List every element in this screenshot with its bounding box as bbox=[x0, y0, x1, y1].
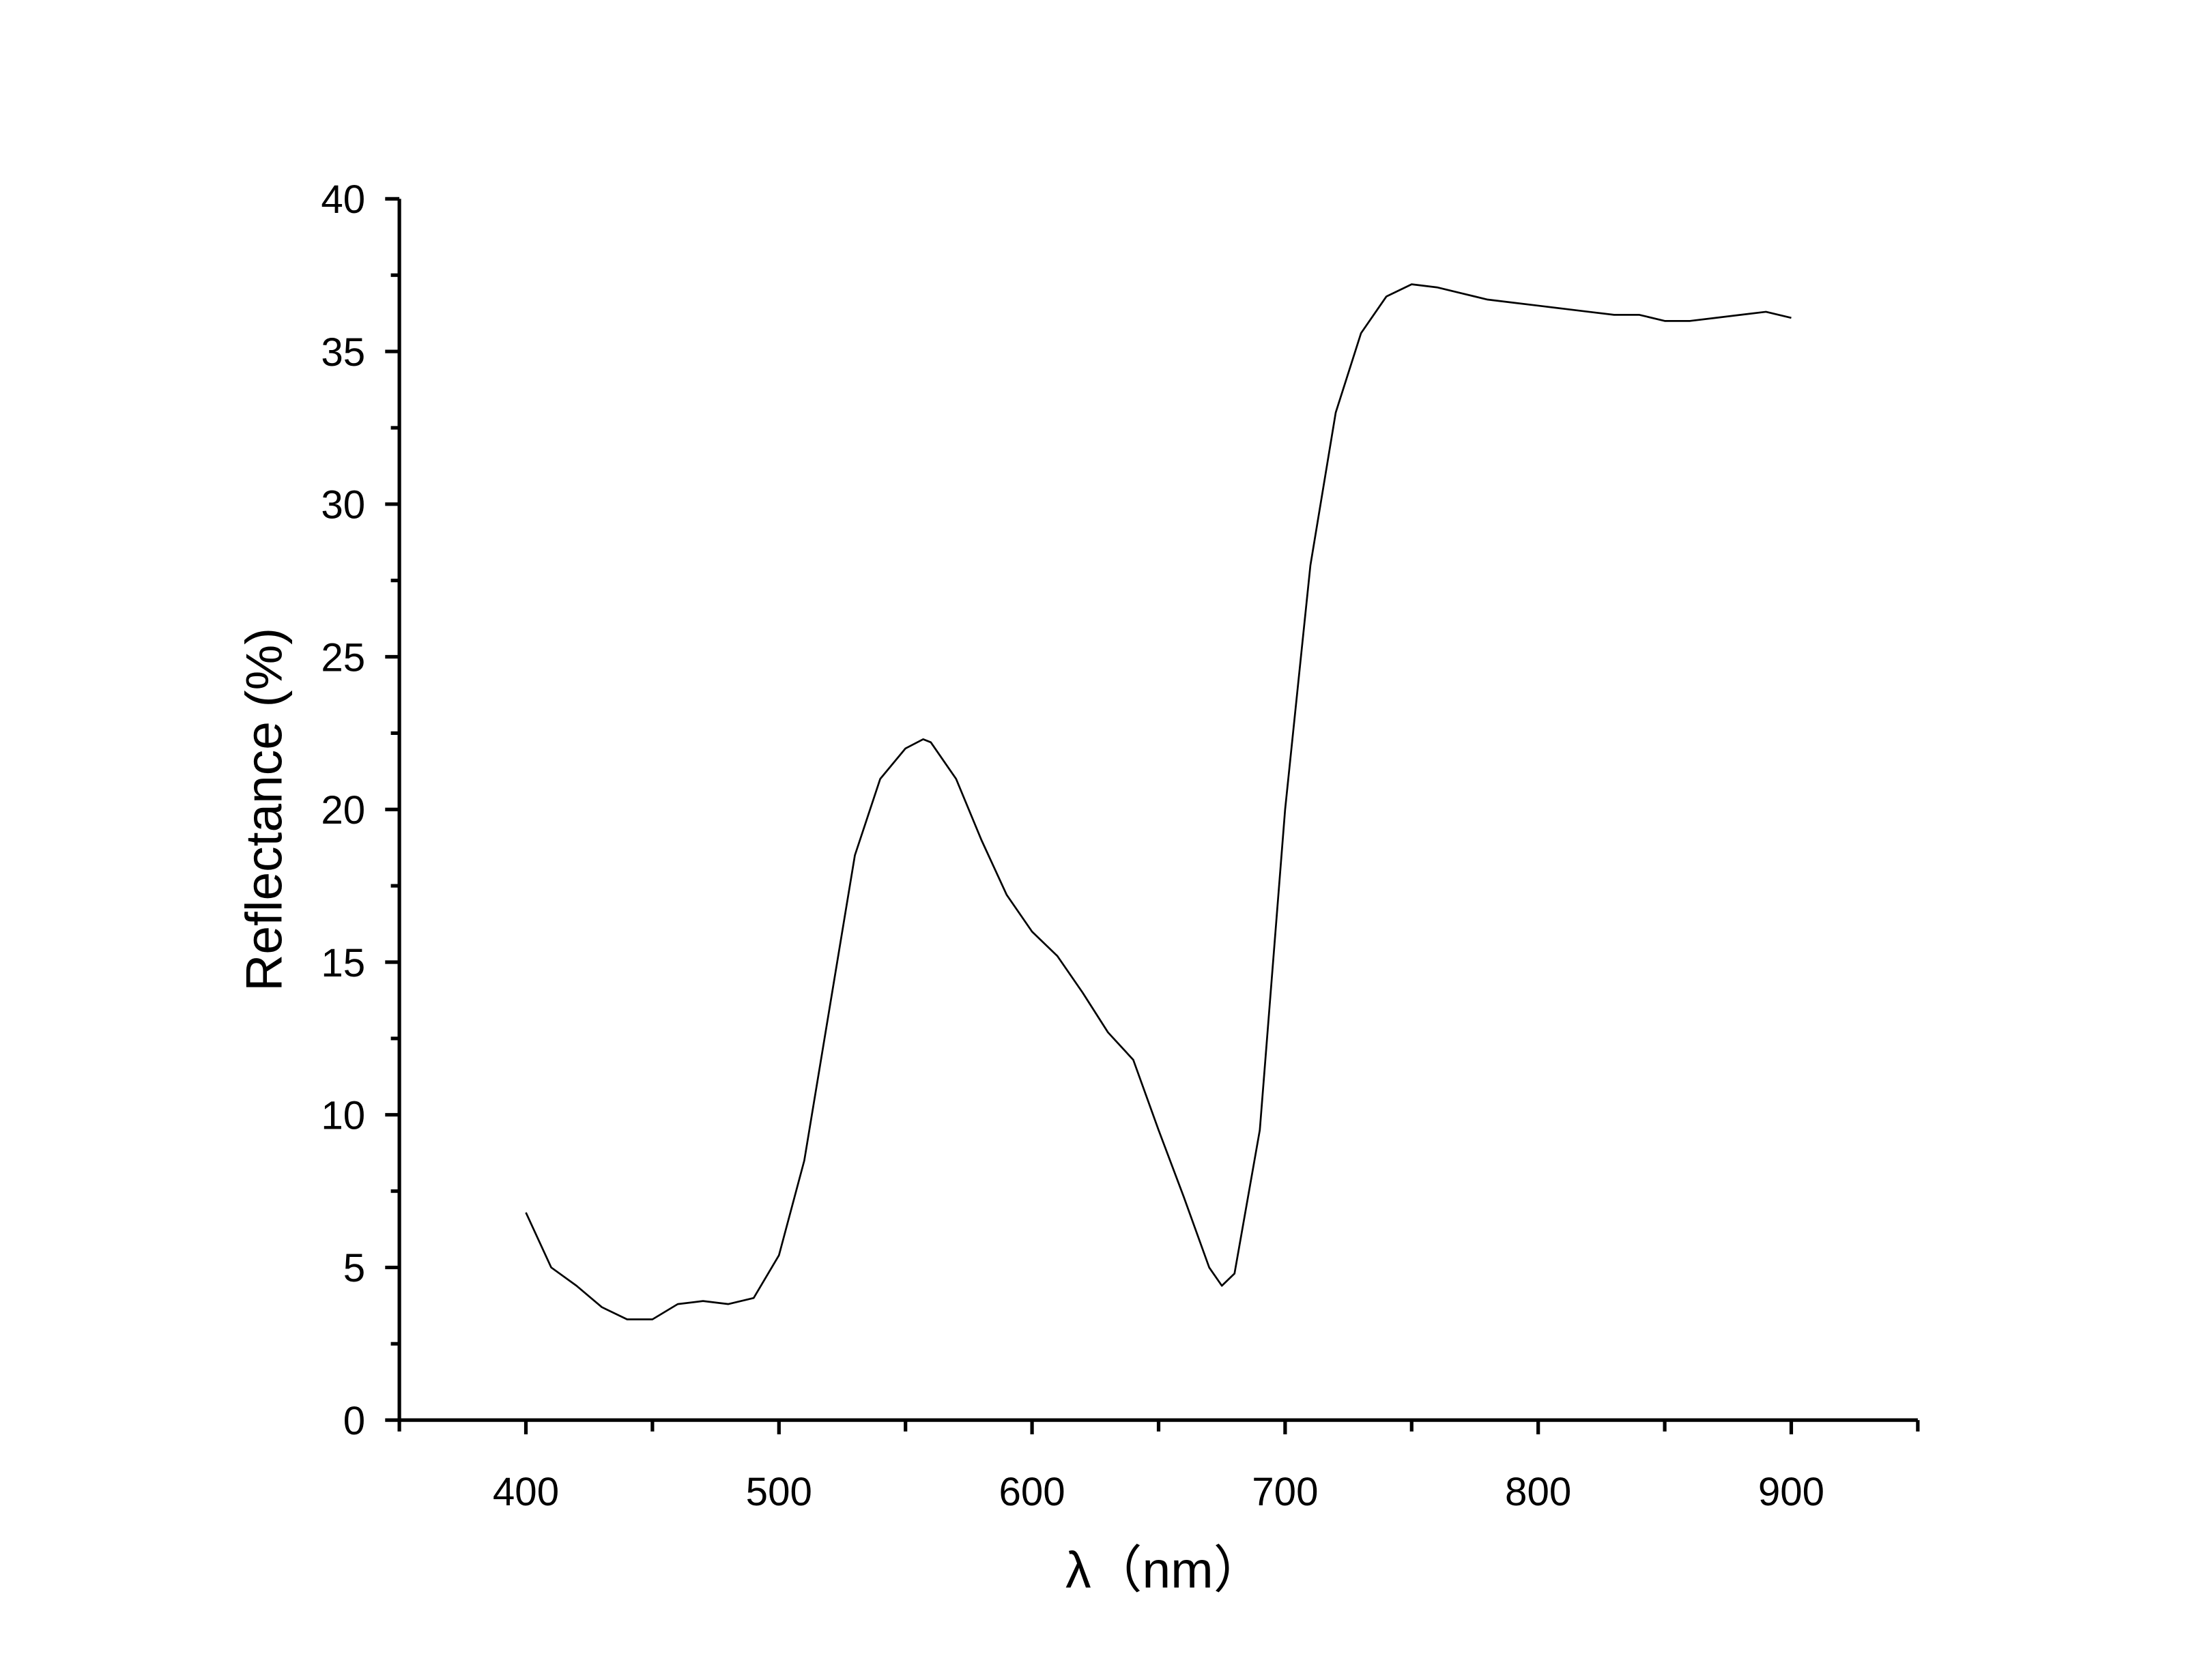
x-tick-label: 600 bbox=[999, 1470, 1065, 1514]
x-tick-label: 500 bbox=[746, 1470, 812, 1514]
y-tick-label: 10 bbox=[321, 1094, 365, 1138]
data-line bbox=[525, 283, 1792, 1320]
x-axis-label: λ（nm） bbox=[1065, 1541, 1264, 1599]
x-tick-label: 900 bbox=[1758, 1470, 1824, 1514]
y-tick-label: 0 bbox=[343, 1399, 365, 1443]
y-tick-label: 40 bbox=[321, 177, 365, 222]
y-tick-label: 5 bbox=[343, 1246, 365, 1290]
y-tick-label: 25 bbox=[321, 635, 365, 680]
y-tick-label: 35 bbox=[321, 330, 365, 375]
x-tick-label: 400 bbox=[493, 1470, 559, 1514]
y-tick-label: 15 bbox=[321, 941, 365, 985]
y-axis-label: Reflectance (%) bbox=[235, 628, 292, 991]
y-tick-label: 30 bbox=[321, 483, 365, 527]
x-tick-label: 700 bbox=[1252, 1470, 1318, 1514]
y-tick-label: 20 bbox=[321, 788, 365, 832]
x-tick-label: 800 bbox=[1505, 1470, 1571, 1514]
